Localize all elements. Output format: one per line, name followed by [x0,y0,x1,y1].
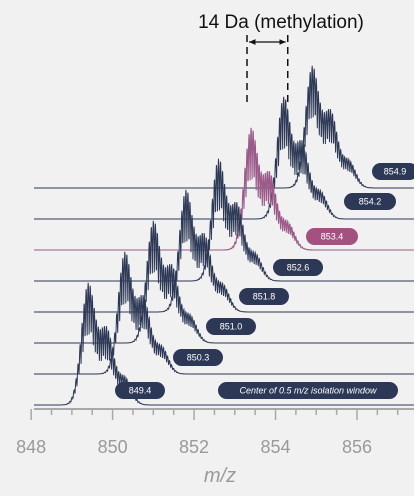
peak-label-text: 853.4 [321,232,344,242]
x-tick-label: 856 [342,437,372,457]
peak-labels: 849.4 850.3 851.0 851.8 852.6 853.4 854.2 854.9… [115,163,414,399]
peak-label-text: 851.8 [253,292,276,302]
peak-label-pill [115,382,165,399]
peak-label-text: 854.9 [384,167,407,177]
peak-label-pill [344,193,396,210]
spectra-traces [34,65,414,406]
peak-label-pill [273,259,323,276]
spectrum-trace [34,251,414,375]
spectrum-trace [34,220,414,344]
peak-label-pill [372,163,414,180]
peak-label-text: 854.2 [359,197,382,207]
annotation-text: 14 Da (methylation) [198,12,364,33]
spectrum-trace [34,127,414,251]
isolation-note-pill [218,382,398,399]
peak-label-pill [239,288,289,305]
peak-label-text: 849.4 [129,386,152,396]
peak-label-pill [173,349,223,366]
peak-label-text: 851.0 [220,322,243,332]
x-tick-label: 850 [98,437,128,457]
spectrum-trace [34,96,414,220]
spectrum-trace [34,158,414,282]
x-tick-label: 848 [16,437,46,457]
x-axis-label: m/z [204,465,236,487]
peak-label-text: 850.3 [187,353,210,363]
x-axis: 848 850 852 854 856 [16,408,414,457]
spectrum-trace [34,282,414,406]
x-tick-label: 854 [260,437,290,457]
isolation-note-text: Center of 0.5 m/z isolation window [239,386,377,396]
peak-label-text: 852.6 [287,263,310,273]
spectrum-trace [34,65,414,189]
x-tick-label: 852 [179,437,209,457]
peak-label-pill [206,318,256,335]
peak-label-pill [306,228,358,245]
methylation-annotation: 14 Da (methylation) [198,12,364,102]
spectrum-trace [34,189,414,313]
